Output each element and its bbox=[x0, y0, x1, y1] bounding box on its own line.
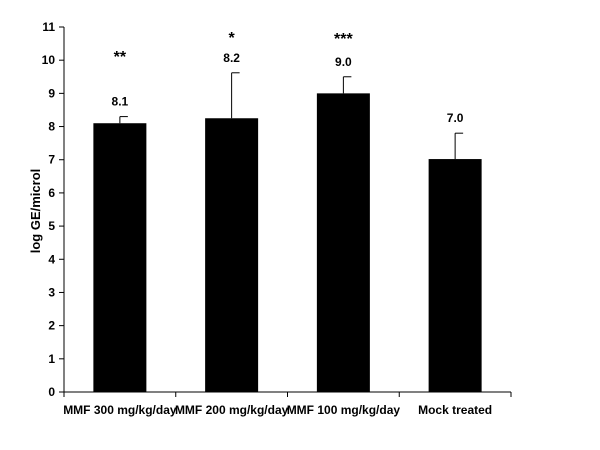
value-label: 8.1 bbox=[112, 95, 129, 109]
significance-marker: *** bbox=[334, 31, 353, 48]
y-tick-label: 7 bbox=[48, 153, 55, 167]
y-tick-label: 1 bbox=[48, 352, 55, 366]
value-label: 7.0 bbox=[447, 111, 464, 125]
category-label: MMF 200 mg/kg/day bbox=[175, 403, 289, 417]
bar bbox=[428, 159, 482, 392]
category-label: Mock treated bbox=[418, 403, 492, 417]
y-tick-label: 9 bbox=[48, 86, 55, 100]
bars bbox=[93, 93, 482, 393]
significance-marker: ** bbox=[114, 49, 127, 66]
y-tick-label: 11 bbox=[42, 20, 55, 34]
bar-labels: 8.1 ** MMF 300 mg/kg/day 8.2 * MMF 200 mg/kg/… bbox=[63, 30, 492, 417]
y-tick-label: 10 bbox=[42, 53, 56, 67]
category-label: MMF 300 mg/kg/day bbox=[63, 403, 177, 417]
error-bars bbox=[119, 72, 464, 160]
y-axis-label: log GE/microl bbox=[28, 169, 43, 254]
bar bbox=[205, 118, 259, 392]
value-label: 8.2 bbox=[223, 51, 240, 65]
x-axis-ticks bbox=[63, 392, 512, 397]
y-tick-label: 8 bbox=[48, 120, 55, 134]
y-tick-label: 6 bbox=[48, 186, 55, 200]
y-tick-label: 4 bbox=[48, 252, 55, 266]
value-label: 9.0 bbox=[335, 55, 352, 69]
category-label: MMF 100 mg/kg/day bbox=[287, 403, 401, 417]
bar bbox=[93, 123, 147, 393]
y-tick-label: 2 bbox=[48, 319, 55, 333]
y-tick-label: 3 bbox=[48, 285, 55, 299]
bar bbox=[316, 93, 370, 392]
y-tick-label: 0 bbox=[48, 385, 55, 399]
significance-marker: * bbox=[229, 30, 236, 47]
y-axis-ticks: 0 1 2 3 4 5 6 7 8 9 10 11 bbox=[42, 20, 64, 399]
y-tick-label: 5 bbox=[48, 219, 55, 233]
